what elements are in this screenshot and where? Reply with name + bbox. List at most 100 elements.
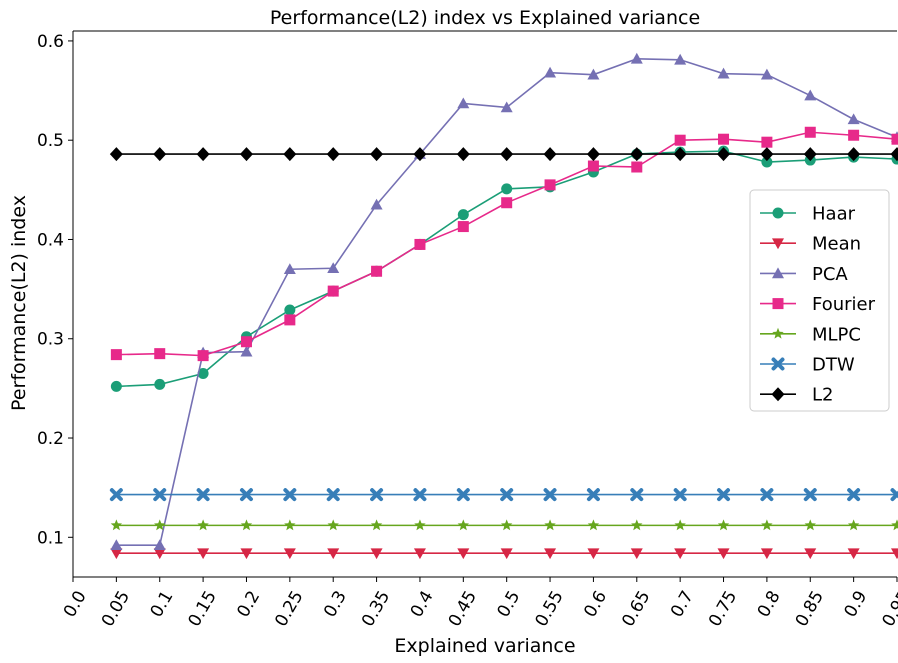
- data-point-haar: [761, 156, 773, 168]
- data-point-mean: [587, 548, 600, 560]
- data-point-l2: [413, 147, 427, 162]
- data-point-fourier: [327, 285, 339, 297]
- data-point-dtw: [153, 488, 167, 502]
- data-point-dtw: [413, 488, 427, 502]
- data-point-mlpc: [197, 519, 209, 531]
- data-point-l2: [760, 147, 774, 162]
- data-point-haar: [110, 380, 122, 392]
- data-point-dtw: [673, 488, 687, 502]
- data-point-haar: [284, 304, 296, 316]
- legend-marker-mlpc: [772, 327, 784, 339]
- data-point-mlpc: [804, 519, 816, 531]
- data-point-mean: [804, 548, 817, 560]
- data-point-pca: [153, 539, 166, 551]
- data-point-l2: [109, 147, 123, 162]
- data-point-mean: [240, 548, 253, 560]
- data-point-pca: [327, 262, 340, 274]
- data-point-dtw: [196, 488, 210, 502]
- legend-label-mlpc: MLPC: [812, 324, 861, 345]
- data-point-fourier: [674, 134, 686, 146]
- data-point-l2: [630, 147, 644, 162]
- legend-label-pca: PCA: [812, 264, 848, 285]
- data-point-mlpc: [414, 519, 426, 531]
- data-point-pca: [544, 66, 557, 78]
- data-point-fourier: [240, 336, 252, 348]
- x-tick-label: 0.75: [705, 588, 741, 631]
- x-tick-label: 0.15: [185, 588, 221, 631]
- y-tick-label: 0.4: [37, 230, 64, 250]
- data-point-dtw: [803, 488, 817, 502]
- data-point-mlpc: [284, 519, 296, 531]
- data-point-fourier: [544, 179, 556, 191]
- data-point-pca: [370, 198, 383, 210]
- data-point-fourier: [891, 133, 898, 145]
- y-tick-label: 0.2: [37, 429, 64, 449]
- data-point-l2: [196, 147, 210, 162]
- data-point-l2: [543, 147, 557, 162]
- data-point-l2: [500, 147, 514, 162]
- legend-marker-fourier: [772, 298, 784, 310]
- x-tick-label: 0.35: [358, 588, 394, 631]
- data-point-dtw: [456, 488, 470, 502]
- data-point-dtw: [370, 488, 384, 502]
- x-tick-label: 0.45: [445, 588, 481, 631]
- data-point-l2: [153, 147, 167, 162]
- data-point-mean: [630, 548, 643, 560]
- legend-marker-pca: [772, 267, 784, 279]
- data-point-pca: [457, 97, 470, 109]
- data-point-l2: [717, 147, 731, 162]
- data-point-fourier: [197, 350, 209, 362]
- data-point-pca: [760, 68, 773, 80]
- x-tick-label: 0.6: [580, 588, 611, 621]
- data-point-fourier: [457, 221, 469, 233]
- x-tick-label: 0.85: [792, 588, 828, 631]
- data-point-dtw: [239, 488, 253, 502]
- data-point-pca: [630, 52, 643, 64]
- data-point-haar: [154, 378, 166, 390]
- data-point-mean: [457, 548, 470, 560]
- x-tick-label: 0.3: [320, 588, 351, 621]
- y-tick-label: 0.5: [37, 131, 64, 151]
- data-point-l2: [673, 147, 687, 162]
- data-point-fourier: [414, 238, 426, 250]
- data-point-pca: [500, 101, 513, 113]
- data-point-mlpc: [717, 519, 730, 531]
- data-point-pca: [674, 53, 687, 65]
- x-tick-label: 0.95: [878, 588, 898, 631]
- data-point-fourier: [371, 265, 383, 277]
- data-point-fourier: [587, 160, 599, 172]
- legend-marker-mean: [772, 238, 784, 250]
- data-point-pca: [804, 89, 817, 101]
- legend-label-dtw: DTW: [812, 355, 855, 376]
- x-tick-label: 0.9: [841, 588, 872, 621]
- data-point-mlpc: [500, 519, 513, 531]
- data-point-mlpc: [631, 519, 643, 531]
- data-point-pca: [240, 345, 253, 357]
- x-tick-label: 0.1: [147, 588, 178, 621]
- data-point-mlpc: [240, 519, 253, 531]
- data-point-fourier: [284, 314, 296, 326]
- data-point-mean: [847, 548, 860, 560]
- data-point-mlpc: [327, 519, 339, 531]
- data-point-pca: [847, 113, 860, 125]
- data-point-fourier: [154, 348, 166, 360]
- data-point-fourier: [848, 129, 860, 141]
- data-point-fourier: [110, 349, 122, 361]
- x-tick-label: 0.25: [271, 588, 307, 631]
- data-point-fourier: [761, 136, 773, 148]
- data-point-fourier: [804, 126, 816, 138]
- data-point-mean: [283, 548, 296, 560]
- data-point-haar: [457, 209, 469, 221]
- data-point-l2: [803, 147, 817, 162]
- data-point-mlpc: [110, 519, 123, 531]
- legend-marker-haar: [772, 207, 784, 219]
- data-point-mean: [370, 548, 383, 560]
- data-point-dtw: [890, 488, 898, 502]
- data-point-mean: [544, 548, 557, 560]
- data-point-mlpc: [457, 519, 470, 531]
- data-point-mlpc: [544, 519, 556, 531]
- data-point-mlpc: [154, 519, 166, 531]
- legend-label-mean: Mean: [812, 234, 861, 255]
- data-point-dtw: [847, 488, 861, 502]
- legend-label-haar: Haar: [812, 204, 856, 225]
